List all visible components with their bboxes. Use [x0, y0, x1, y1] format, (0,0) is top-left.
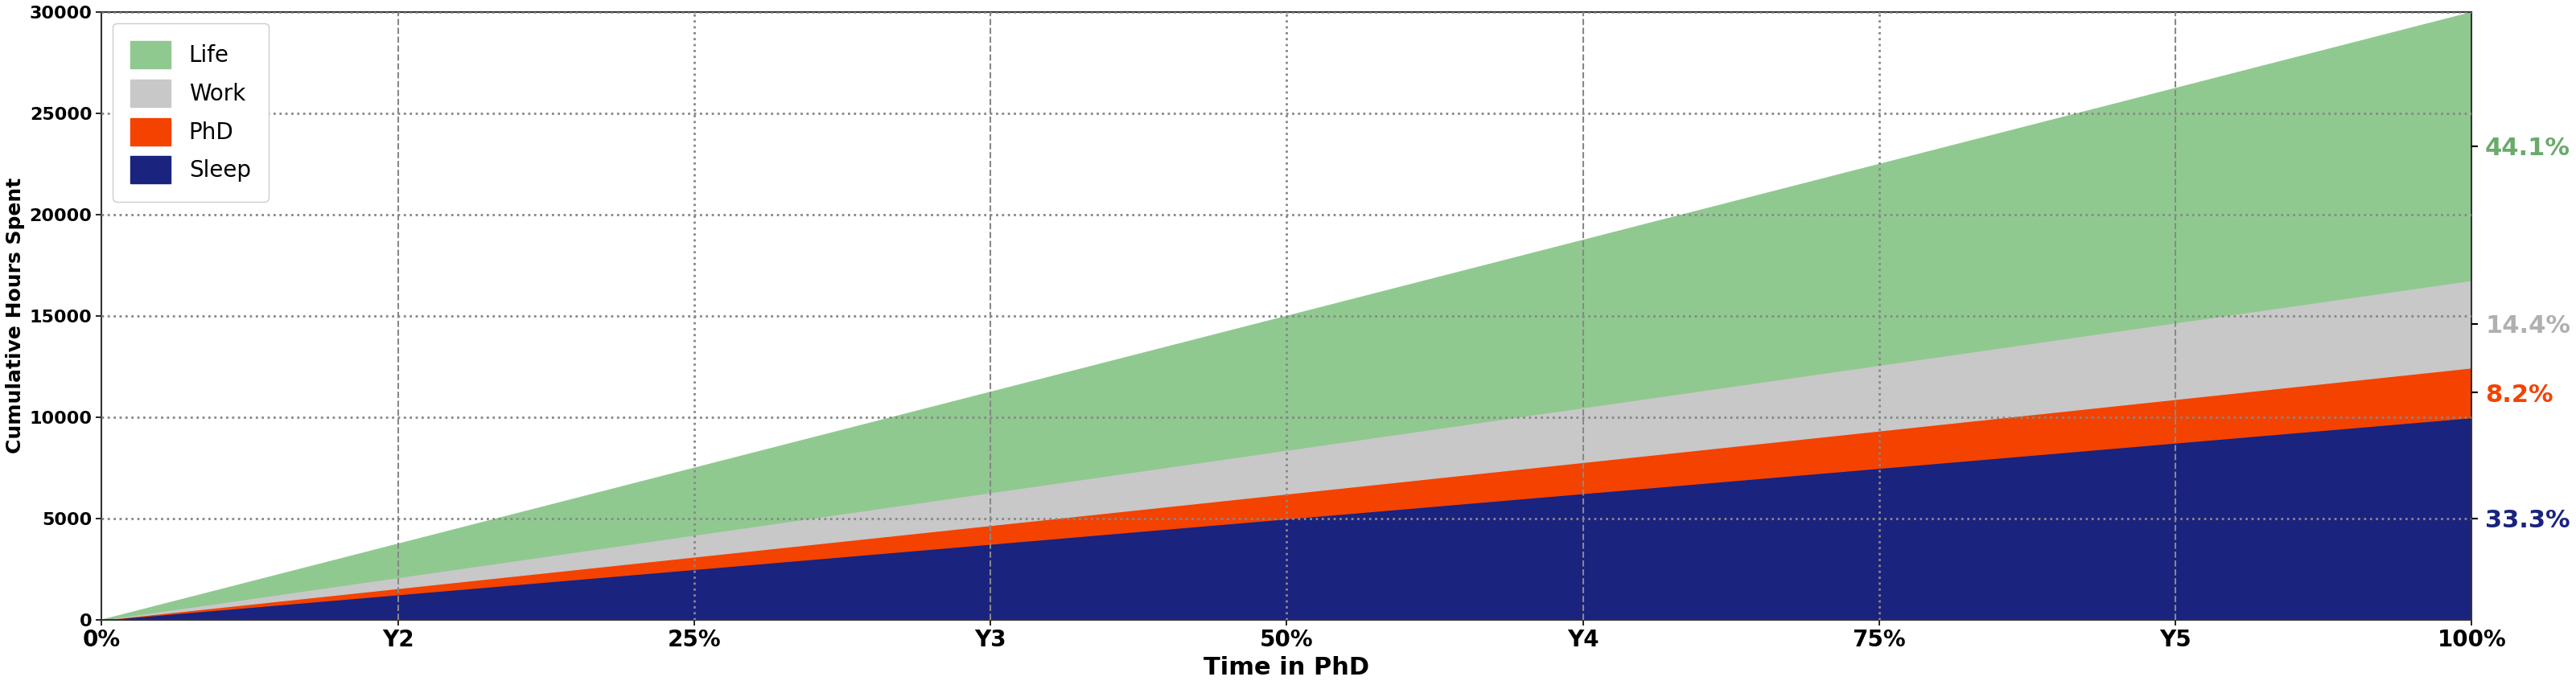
Y-axis label: Cumulative Hours Spent: Cumulative Hours Spent	[5, 178, 26, 453]
Legend: Life, Work, PhD, Sleep: Life, Work, PhD, Sleep	[113, 23, 268, 201]
X-axis label: Time in PhD: Time in PhD	[1203, 656, 1370, 680]
